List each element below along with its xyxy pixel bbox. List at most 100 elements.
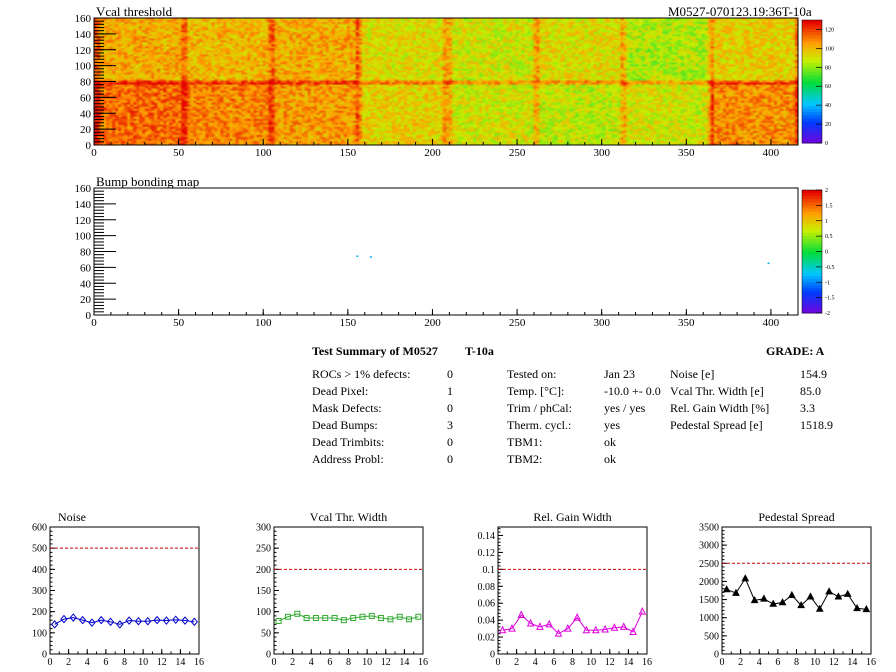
data-point: [545, 619, 554, 628]
defect-label: ROCs > 1% defects:: [312, 367, 411, 381]
condition-label: Trim / phCal:: [507, 401, 572, 415]
x-tick-label: 8: [794, 657, 799, 668]
y-tick-label: 40: [80, 108, 92, 120]
x-tick-label: 6: [103, 657, 108, 668]
bump-defect-mark: [767, 262, 770, 265]
data-point: [88, 618, 96, 627]
bump-bonding-title: Bump bonding map: [96, 174, 200, 189]
rel-gain-width-chart: Rel. Gain Width 0 2 4 6 8 10 12 14 16 0 0.02 0.04 0.0…: [478, 510, 653, 668]
y-tick-label: 0: [490, 650, 495, 661]
performance-label: Noise [e]: [670, 367, 715, 381]
y-tick-label: 140: [75, 199, 92, 211]
data-point: [619, 622, 628, 630]
chart-title: Vcal Thr. Width: [310, 510, 387, 524]
y-tick-label: 0: [86, 140, 92, 152]
x-tick-label: 150: [340, 147, 357, 159]
y-tick-label: 160: [75, 183, 92, 195]
condition-value: yes: [604, 418, 620, 432]
y-tick-label: 120: [75, 215, 92, 227]
y-tick-label: 160: [75, 13, 92, 25]
z-tick-label: 1.5: [825, 203, 833, 209]
y-tick-label: 40: [80, 278, 92, 290]
condition-value: Jan 23: [604, 367, 635, 381]
y-tick-label: 600: [32, 523, 47, 534]
vcal-thr-width-chart: Vcal Thr. Width 0 2 4 6 8 10 12 14 16 0 50 100 150 200…: [256, 510, 428, 668]
y-tick-label: 0.14: [478, 531, 496, 542]
data-point: [78, 615, 87, 625]
data-point: [722, 585, 731, 593]
y-tick-label: 3500: [699, 523, 719, 534]
chart-title: Noise: [58, 510, 86, 524]
defect-label: Dead Bumps:: [312, 418, 378, 432]
data-point: [125, 616, 133, 625]
data-point: [778, 598, 787, 606]
x-tick-label: 12: [381, 657, 391, 668]
data-point: [582, 625, 591, 634]
summary-temp-label: T-10a: [465, 344, 494, 358]
defect-label: Mask Defects:: [312, 401, 382, 415]
x-tick-label: 50: [173, 317, 185, 329]
data-point: [284, 613, 291, 620]
performance-label: Vcal Thr. Width [e]: [670, 384, 764, 398]
x-tick-label: 14: [175, 657, 185, 668]
data-point: [815, 604, 824, 612]
data-point: [517, 610, 526, 619]
defect-value: 0: [447, 435, 453, 449]
y-tick-label: 0.04: [478, 616, 496, 627]
x-tick-label: 8: [122, 657, 127, 668]
chart-title: Pedestal Spread: [758, 510, 834, 524]
data-point: [312, 615, 319, 622]
defect-value: 3: [447, 418, 453, 432]
y-tick-label: 20: [80, 294, 92, 306]
x-tick-label: 200: [424, 147, 441, 159]
y-tick-label: 400: [32, 565, 47, 576]
defect-value: 0: [447, 452, 453, 466]
bump-bonding-map: 0 50 100 150 200 250 300 350 4000204060801001201…: [75, 183, 835, 329]
y-tick-label: 1500: [699, 595, 719, 606]
x-tick-label: 300: [593, 147, 610, 159]
data-point: [843, 589, 852, 597]
data-point: [415, 613, 422, 620]
condition-label: TBM2:: [507, 452, 543, 466]
data-point: [741, 574, 750, 582]
data-point: [573, 612, 581, 621]
data-point: [760, 594, 768, 602]
data-point: [60, 614, 68, 624]
x-tick-label: 0: [720, 657, 725, 668]
z-tick-label: -2: [825, 311, 830, 317]
x-tick-label: 50: [173, 147, 185, 159]
data-point: [368, 612, 375, 619]
data-point: [629, 627, 637, 635]
data-point: [601, 624, 609, 633]
defect-value: 1: [447, 384, 453, 398]
chart-title: Rel. Gain Width: [533, 510, 611, 524]
x-tick-label: 4: [309, 657, 314, 668]
defect-label: Dead Pixel:: [312, 384, 369, 398]
y-tick-label: 0.06: [478, 599, 496, 610]
data-point: [787, 590, 796, 599]
data-point: [862, 605, 871, 613]
y-tick-label: 0: [266, 650, 271, 661]
y-tick-label: 300: [32, 586, 47, 597]
x-tick-label: 0: [91, 147, 97, 159]
data-point: [350, 615, 357, 622]
data-point: [153, 615, 161, 625]
performance-value: 3.3: [800, 401, 815, 415]
defect-label: Dead Trimbits:: [312, 435, 385, 449]
y-tick-label: 250: [256, 544, 271, 555]
x-tick-label: 4: [533, 657, 538, 668]
summary-grade: GRADE: A: [766, 344, 825, 358]
x-tick-label: 4: [85, 657, 90, 668]
y-tick-label: 500: [32, 544, 47, 555]
module-id-label: M0527-070123.19:36T-10a: [668, 4, 812, 19]
data-point: [181, 616, 189, 625]
x-tick-label: 0: [91, 317, 97, 329]
performance-value: 1518.9: [800, 418, 833, 432]
pedestal-spread-chart: Pedestal Spread 0 2 4 6 8 10 12 14 16 0 500 1000 1500…: [699, 510, 876, 668]
data-point: [303, 615, 310, 622]
y-tick-label: 150: [256, 586, 271, 597]
x-tick-label: 14: [623, 657, 633, 668]
z-tick-label: 20: [825, 122, 831, 128]
x-tick-label: 2: [290, 657, 295, 668]
y-tick-label: 300: [256, 523, 271, 534]
